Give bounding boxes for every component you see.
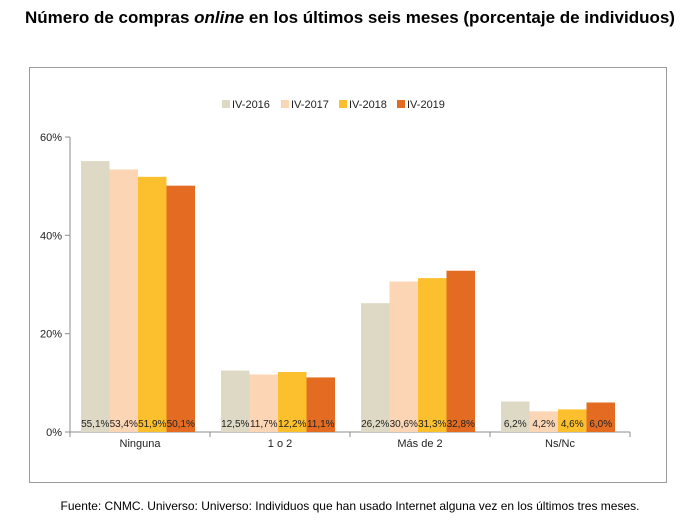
data-label: 26,2%: [361, 419, 389, 430]
data-label: 50,1%: [167, 419, 195, 430]
y-tick-label: 0%: [46, 427, 62, 439]
chart-title-emphasis: online: [194, 8, 245, 27]
bar: [501, 401, 530, 432]
data-label: 4,6%: [561, 419, 584, 430]
chart-title-suffix: en los últimos seis meses (porcentaje de…: [244, 8, 675, 27]
data-label: 12,2%: [278, 419, 306, 430]
legend-label: IV-2016: [232, 99, 270, 111]
data-label: 31,3%: [418, 419, 446, 430]
data-label: 53,4%: [110, 419, 138, 430]
chart-frame: [29, 67, 667, 483]
chart-title: Número de compras online en los últimos …: [0, 6, 700, 29]
data-label: 55,1%: [81, 419, 109, 430]
legend-label: IV-2018: [349, 99, 387, 111]
x-category-label: 1 o 2: [268, 438, 292, 450]
bar: [249, 374, 278, 432]
y-tick-label: 20%: [40, 329, 62, 341]
data-label: 51,9%: [138, 419, 166, 430]
legend-swatch: [397, 100, 405, 108]
bar: [446, 270, 475, 432]
bar: [109, 169, 138, 432]
data-label: 6,0%: [589, 419, 612, 430]
bar: [418, 278, 447, 432]
bar: [166, 185, 195, 432]
bar: [81, 161, 110, 432]
bar: [221, 370, 250, 432]
legend-label: IV-2017: [291, 99, 329, 111]
legend-swatch: [222, 100, 230, 108]
data-label: 30,6%: [390, 419, 418, 430]
legend-swatch: [339, 100, 347, 108]
bar: [558, 409, 587, 432]
bar: [306, 377, 335, 432]
legend-label: IV-2019: [407, 99, 445, 111]
data-label: 32,8%: [447, 419, 475, 430]
source-note: Fuente: CNMC. Universo: Universo: Indivi…: [60, 499, 640, 513]
data-label: 4,2%: [532, 419, 555, 430]
data-label: 11,7%: [250, 419, 278, 430]
data-label: 11,1%: [307, 419, 335, 430]
legend-swatch: [281, 100, 289, 108]
bar: [586, 402, 615, 432]
bar: [389, 281, 418, 432]
x-category-label: Ninguna: [120, 438, 162, 450]
data-label: 12,5%: [221, 419, 249, 430]
x-category-label: Más de 2: [397, 438, 442, 450]
bar: [138, 176, 167, 432]
bar: [361, 303, 390, 432]
chart-title-prefix: Número de compras: [25, 8, 195, 27]
x-category-label: Ns/Nc: [545, 438, 575, 450]
y-tick-label: 60%: [40, 132, 62, 144]
data-label: 6,2%: [504, 419, 527, 430]
bar: [278, 372, 307, 432]
bar: [529, 411, 558, 432]
y-tick-label: 40%: [40, 230, 62, 242]
